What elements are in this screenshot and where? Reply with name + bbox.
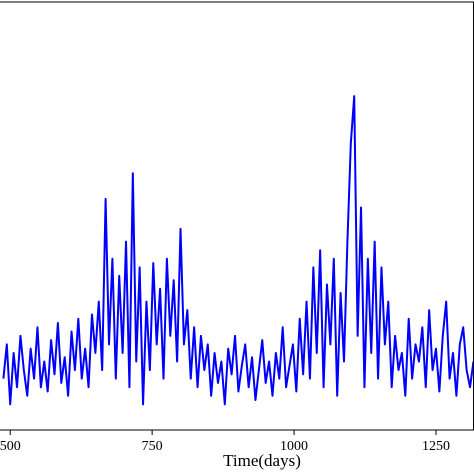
x-tick-label: 750 [142, 439, 163, 454]
x-axis-label: Time(days) [223, 451, 301, 470]
x-tick-label: 1250 [422, 439, 450, 454]
x-tick-label: 1000 [280, 439, 308, 454]
data-line [2, 95, 474, 406]
x-tick-label: 500 [0, 439, 21, 454]
